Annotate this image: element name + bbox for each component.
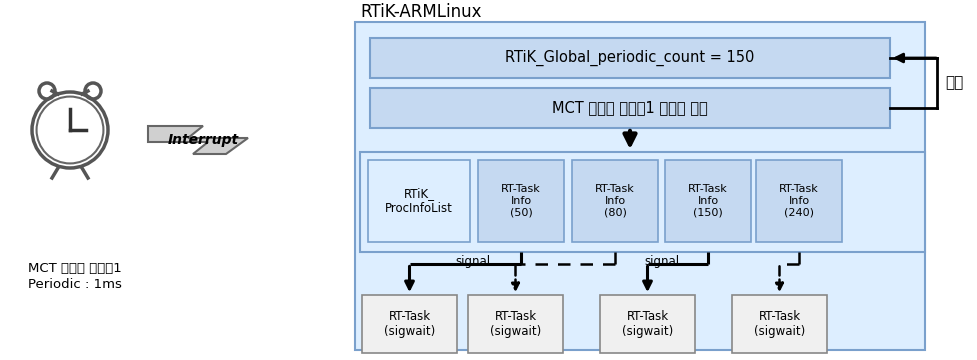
Text: Periodic : 1ms: Periodic : 1ms: [28, 279, 122, 292]
FancyBboxPatch shape: [756, 160, 842, 242]
Text: RT-Task
(sigwait): RT-Task (sigwait): [622, 310, 673, 338]
Text: Interrupt: Interrupt: [167, 133, 238, 147]
FancyBboxPatch shape: [370, 38, 890, 78]
FancyBboxPatch shape: [360, 152, 925, 252]
Text: RT-Task
(sigwait): RT-Task (sigwait): [384, 310, 435, 338]
FancyBboxPatch shape: [478, 160, 564, 242]
Text: RT-Task
Info
(50): RT-Task Info (50): [501, 184, 541, 217]
FancyBboxPatch shape: [370, 88, 890, 128]
FancyBboxPatch shape: [362, 295, 457, 353]
Text: signal: signal: [645, 256, 680, 269]
FancyBboxPatch shape: [600, 295, 695, 353]
Circle shape: [36, 96, 104, 163]
Text: RT-Task
Info
(240): RT-Task Info (240): [779, 184, 819, 217]
Text: RTiK_
ProcInfoList: RTiK_ ProcInfoList: [385, 187, 453, 215]
FancyBboxPatch shape: [665, 160, 751, 242]
Text: RT-Task
(sigwait): RT-Task (sigwait): [489, 310, 541, 338]
Text: 증가: 증가: [945, 76, 963, 90]
Text: RT-Task
(sigwait): RT-Task (sigwait): [754, 310, 805, 338]
Text: RT-Task
Info
(80): RT-Task Info (80): [595, 184, 635, 217]
FancyBboxPatch shape: [468, 295, 563, 353]
FancyBboxPatch shape: [572, 160, 658, 242]
Text: MCT 글로벌 타이먈1 햨들러 함수: MCT 글로벌 타이먈1 햨들러 함수: [552, 100, 708, 116]
Text: signal: signal: [456, 256, 491, 269]
Polygon shape: [148, 126, 248, 154]
FancyBboxPatch shape: [732, 295, 827, 353]
Text: MCT 글로벌 타이먈1: MCT 글로벌 타이먈1: [28, 261, 122, 274]
Text: RTiK-ARMLinux: RTiK-ARMLinux: [360, 3, 482, 21]
Text: RT-Task
Info
(150): RT-Task Info (150): [688, 184, 728, 217]
Text: RTiK_Global_periodic_count = 150: RTiK_Global_periodic_count = 150: [505, 50, 754, 66]
FancyBboxPatch shape: [355, 22, 925, 350]
FancyBboxPatch shape: [368, 160, 470, 242]
